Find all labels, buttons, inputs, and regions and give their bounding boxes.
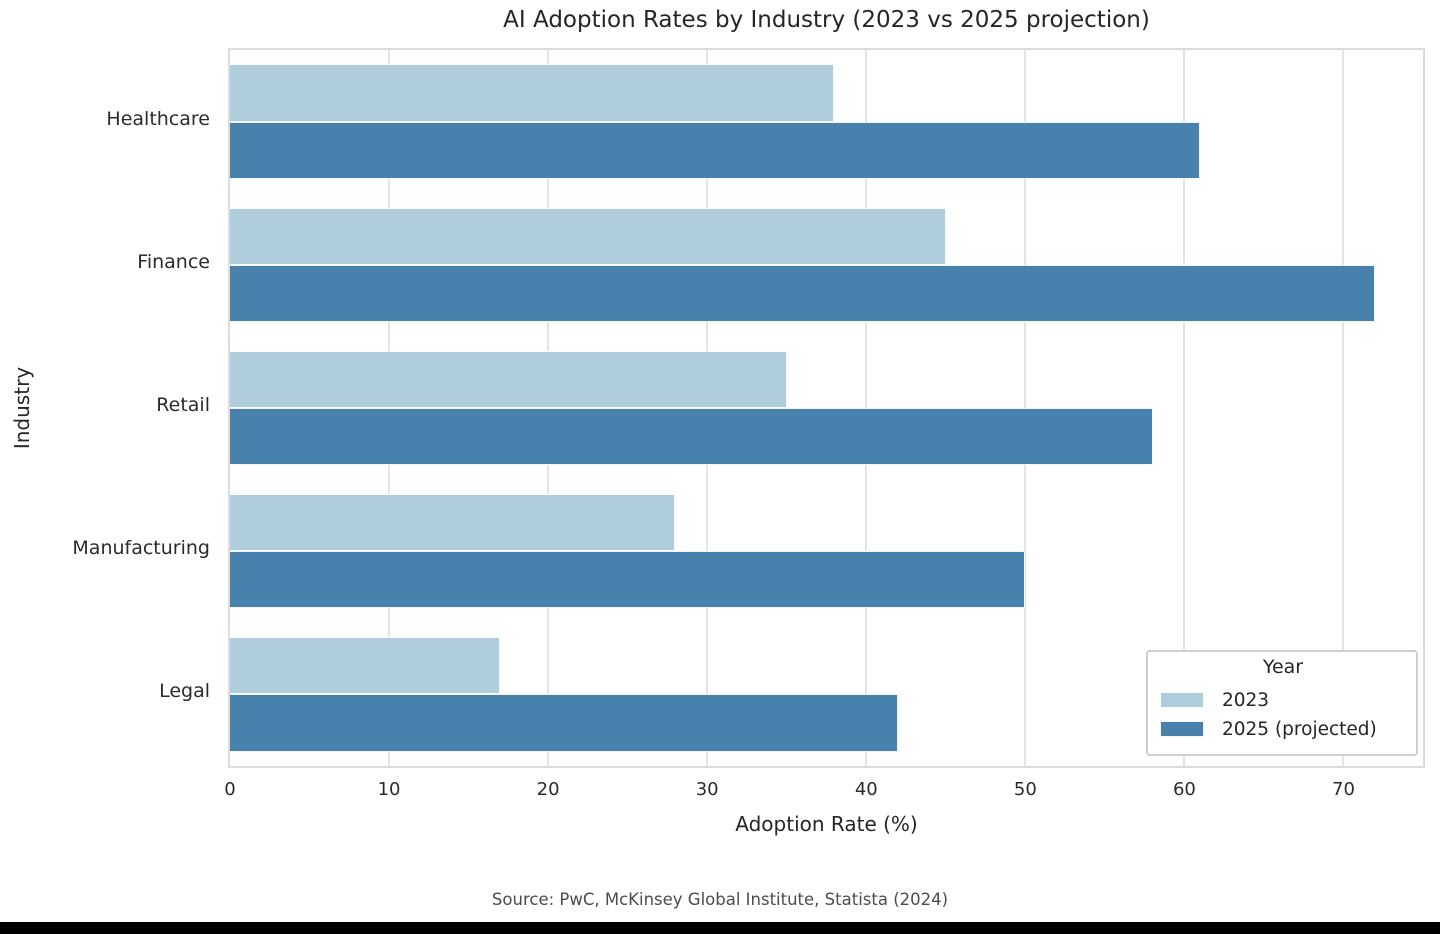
legend-swatch-2023: [1160, 692, 1204, 708]
bar-legal-2025-projected: [230, 694, 899, 752]
x-tick-label-0: 0: [224, 779, 236, 800]
x-tick-label-50: 50: [1013, 779, 1037, 800]
y-axis-category-labels: Healthcare Finance Retail Manufacturing Lega…: [0, 48, 212, 768]
bar-retail-2025-projected: [230, 408, 1153, 466]
x-tick-label-60: 60: [1172, 779, 1196, 800]
x-tick-label-30: 30: [695, 779, 719, 800]
x-tick-label-70: 70: [1332, 779, 1355, 800]
legend: Year 2023 2025 (projected): [1146, 650, 1418, 756]
legend-entries: 2023 2025 (projected): [1160, 684, 1406, 742]
legend-item-2023: 2023: [1160, 687, 1406, 713]
bar-retail-2023: [230, 350, 787, 408]
x-tick-label-40: 40: [854, 779, 878, 800]
bar-healthcare-2023: [230, 64, 835, 122]
gridline-70: [1342, 50, 1345, 766]
bar-manufacturing-2023: [230, 493, 676, 552]
chart-title: AI Adoption Rates by Industry (2023 vs 2…: [503, 7, 1150, 33]
x-tick-label-20: 20: [536, 779, 560, 800]
y-tick-label-healthcare: Healthcare: [106, 107, 210, 130]
bar-finance-2025-projected: [230, 264, 1376, 323]
gridline-60: [1183, 50, 1186, 766]
legend-label-2023: 2023: [1222, 689, 1270, 711]
plot-area: [228, 48, 1425, 768]
legend-swatch-2025-projected: [1160, 721, 1204, 737]
legend-item-2025-projected: 2025 (projected): [1160, 716, 1406, 742]
x-tick-label-10: 10: [377, 779, 401, 800]
y-tick-label-manufacturing: Manufacturing: [72, 537, 210, 560]
legend-title: Year: [1262, 656, 1304, 678]
bar-healthcare-2025-projected: [230, 121, 1201, 179]
y-tick-label-retail: Retail: [156, 394, 210, 416]
bar-legal-2023: [230, 637, 501, 695]
legend-label-2025-projected: 2025 (projected): [1222, 718, 1377, 740]
source-caption: Source: PwC, McKinsey Global Institute, …: [491, 890, 949, 909]
y-tick-label-finance: Finance: [137, 250, 210, 273]
bottom-black-bar: [0, 922, 1440, 934]
bar-manufacturing-2025-projected: [230, 551, 1026, 609]
y-tick-label-legal: Legal: [159, 680, 210, 703]
bar-finance-2023: [230, 207, 946, 265]
x-axis-label: Adoption Rate (%): [735, 812, 918, 836]
